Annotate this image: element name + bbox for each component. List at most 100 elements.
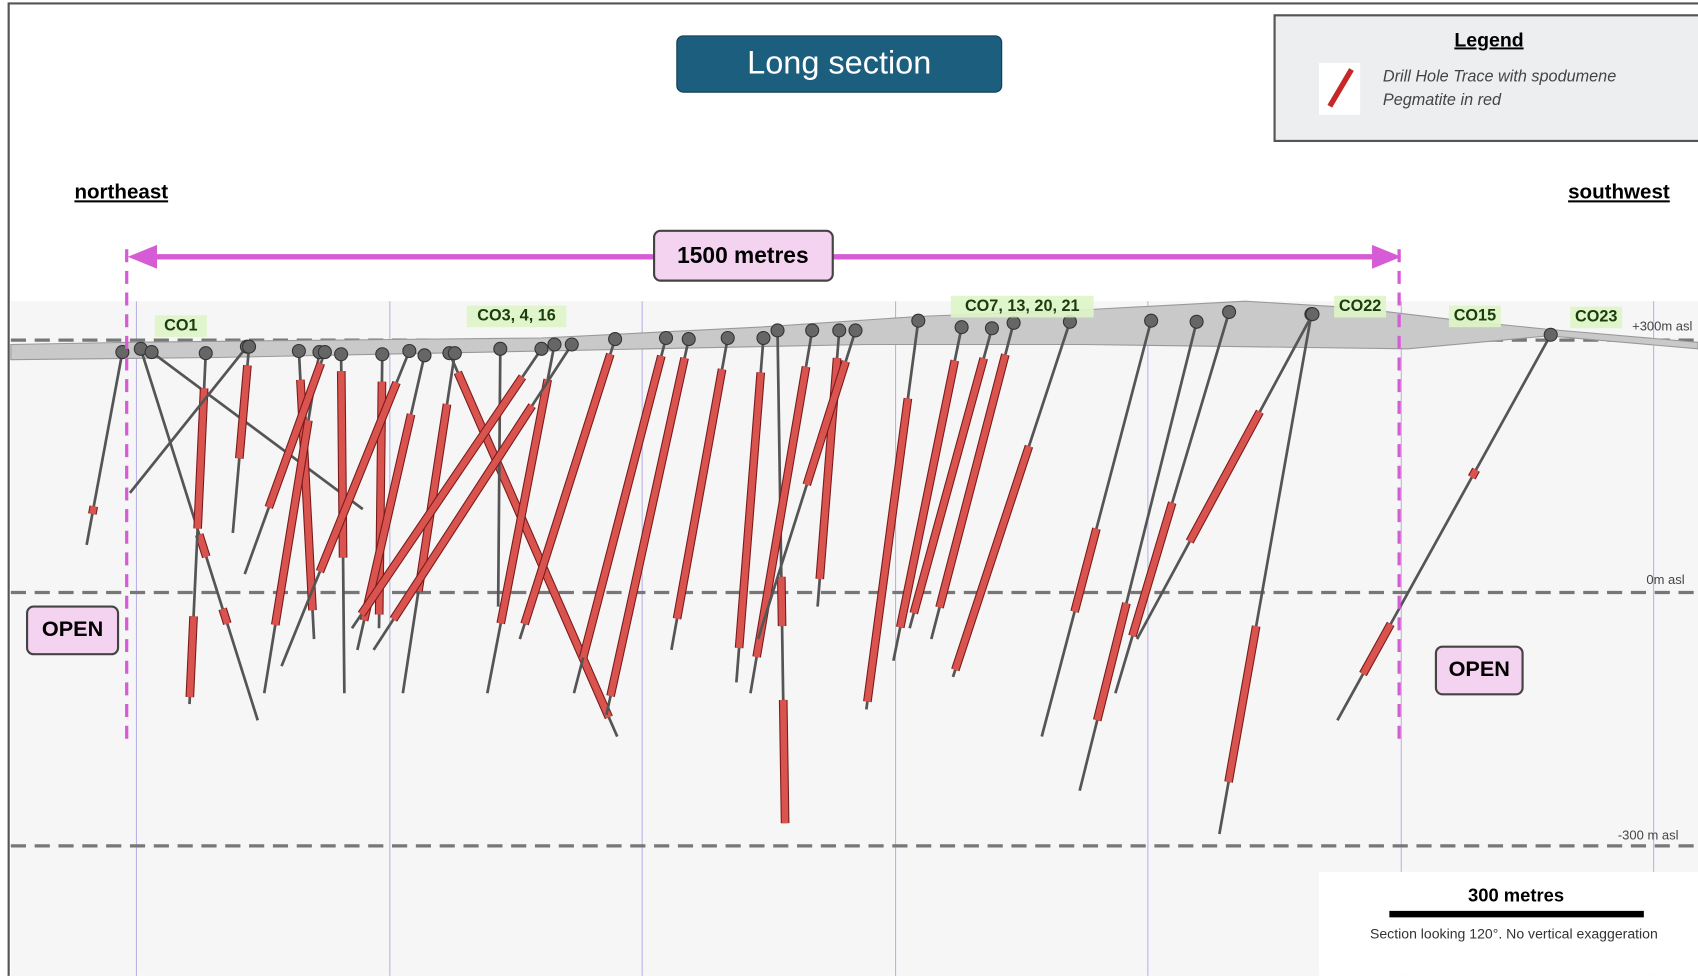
hole-label: CO22 — [1339, 297, 1381, 315]
drill-holes — [85, 304, 1558, 835]
collar — [608, 332, 623, 347]
collar — [1222, 304, 1237, 320]
span-label: 1500 metres — [677, 242, 808, 268]
pegmatite-interval — [952, 445, 1033, 671]
collar — [534, 341, 549, 356]
collar — [832, 323, 847, 338]
pegmatite-interval — [265, 362, 324, 509]
pegmatite-interval — [1225, 625, 1260, 783]
pegmatite-interval — [196, 533, 210, 558]
hole-label-bg — [1334, 295, 1387, 318]
scale-label: 300 metres — [1468, 885, 1564, 906]
frame — [7, 2, 1698, 976]
open-box — [1434, 645, 1524, 696]
collar — [144, 345, 159, 360]
pegmatite-interval — [316, 381, 400, 573]
pegmatite-interval — [521, 353, 614, 626]
collar — [317, 345, 332, 360]
collar — [242, 339, 257, 354]
collar — [1305, 307, 1320, 322]
open-box — [25, 605, 120, 656]
collar — [1189, 314, 1204, 329]
pegmatite-interval — [272, 419, 312, 626]
collar — [198, 346, 213, 361]
pegmatite-interval — [803, 360, 849, 486]
span-label-box — [652, 229, 834, 282]
collar — [402, 343, 417, 359]
collar — [681, 332, 696, 347]
hole-label-bg — [466, 305, 567, 328]
hole-label: CO3, 4, 16 — [477, 307, 556, 325]
collar — [547, 337, 562, 352]
pegmatite-interval — [360, 413, 415, 622]
legend-icon — [1327, 68, 1354, 108]
elevation-label: +300m asl — [1632, 319, 1692, 334]
pegmatite-interval — [1094, 602, 1130, 722]
collar — [805, 323, 820, 338]
drill-trace — [128, 345, 248, 494]
pegmatite-interval — [497, 378, 551, 625]
pegmatite-interval — [778, 576, 786, 627]
pegmatite-interval — [390, 403, 535, 622]
pegmatite-interval — [415, 403, 451, 592]
pegmatite-interval — [89, 505, 97, 515]
hole-label-bg — [1570, 306, 1623, 329]
pegmatite-interval — [1186, 410, 1263, 544]
legend-title: Legend — [1454, 29, 1523, 51]
scale-box — [1318, 871, 1698, 976]
pegmatite-interval — [1071, 527, 1100, 613]
collar — [1144, 313, 1159, 328]
hole-label: CO23 — [1575, 308, 1617, 326]
hole-label: CO15 — [1454, 307, 1496, 325]
hole-label-bg — [950, 295, 1094, 318]
collar — [334, 347, 349, 362]
pegmatite-interval — [897, 359, 958, 629]
pegmatite-interval — [753, 366, 810, 658]
pegmatite-interval — [735, 372, 764, 649]
pegmatite-interval — [673, 368, 726, 620]
pegmatite-interval — [864, 398, 912, 703]
collar — [1006, 315, 1021, 330]
labels: CO1 CO3, 4, 16 CO7, 13, 20, 21 CO22 CO15 CO23… — [154, 295, 1693, 843]
elevation-label: -300 m asl — [1618, 828, 1679, 843]
open-label: OPEN — [42, 616, 103, 641]
hole-label-bg — [1448, 305, 1501, 328]
legend-text: Pegmatite in red — [1383, 91, 1502, 109]
elevation-label: 0m asl — [1646, 572, 1684, 587]
collar — [1543, 327, 1558, 342]
collar — [493, 341, 508, 356]
collar — [756, 330, 771, 346]
pegmatite-interval — [219, 607, 231, 625]
drill-trace — [496, 348, 502, 607]
legend-text: Drill Hole Trace with spodumene — [1383, 67, 1616, 85]
pegmatite-interval — [1468, 468, 1479, 479]
hole-label: CO7, 13, 20, 21 — [965, 297, 1080, 315]
collar — [848, 323, 863, 338]
collar — [447, 346, 462, 361]
pegmatite-interval — [358, 374, 526, 617]
open-label: OPEN — [1449, 656, 1510, 681]
collar — [770, 323, 785, 338]
direction-label: southwest — [1568, 180, 1670, 203]
collar — [291, 343, 306, 359]
collar — [375, 347, 390, 362]
collar — [954, 320, 969, 335]
pegmatite-interval — [580, 354, 665, 659]
collar — [984, 321, 999, 336]
direction-label: northeast — [74, 180, 168, 203]
collar — [658, 330, 674, 346]
scale-caption: Section looking 120°. No vertical exagge… — [1370, 925, 1658, 941]
collar — [720, 330, 735, 346]
title-box — [676, 35, 1003, 93]
pegmatite-interval — [194, 388, 208, 529]
pegmatite-interval — [186, 616, 197, 698]
drill-trace — [150, 351, 364, 511]
pegmatite-interval — [607, 357, 688, 697]
title: Long section — [747, 45, 931, 81]
hole-label-bg — [154, 315, 207, 337]
pegmatite-interval — [910, 357, 987, 615]
pegmatite-interval — [779, 699, 789, 824]
collar — [911, 313, 926, 328]
pegmatite-interval — [1360, 622, 1394, 676]
